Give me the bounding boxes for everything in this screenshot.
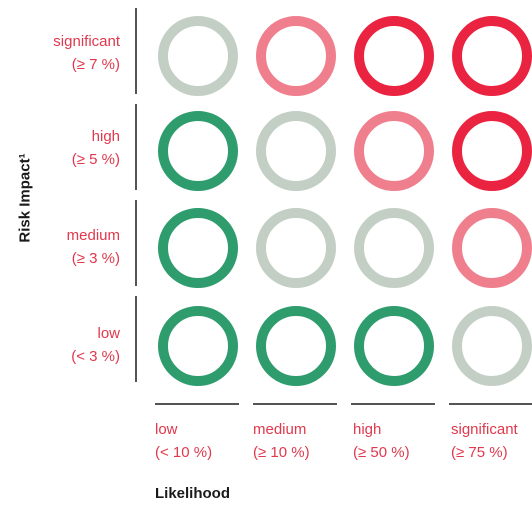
ring-high-significant <box>452 111 532 191</box>
row-label-significant: significant (≥ 7 %) <box>53 30 120 76</box>
row-label-range: (≥ 5 %) <box>71 151 120 168</box>
ring-low-significant <box>452 306 532 386</box>
col-label-range: (≥ 50 %) <box>353 444 410 461</box>
y-axis-divider <box>135 296 137 382</box>
col-label-significant: significant (≥ 75 %) <box>451 418 518 464</box>
ring-significant-low <box>158 16 238 96</box>
ring-significant-medium <box>256 16 336 96</box>
x-axis-divider <box>351 403 435 405</box>
row-label-range: (< 3 %) <box>71 348 120 365</box>
ring-low-high <box>354 306 434 386</box>
x-axis-title: Likelihood <box>155 485 230 502</box>
ring-high-medium <box>256 111 336 191</box>
ring-medium-high <box>354 208 434 288</box>
ring-medium-low <box>158 208 238 288</box>
ring-low-low <box>158 306 238 386</box>
col-label-medium: medium (≥ 10 %) <box>253 418 310 464</box>
col-label-name: significant <box>451 421 518 438</box>
y-axis-divider <box>135 200 137 286</box>
row-label-range: (≥ 7 %) <box>71 56 120 73</box>
ring-medium-significant <box>452 208 532 288</box>
ring-significant-significant <box>452 16 532 96</box>
y-axis-divider <box>135 104 137 190</box>
col-label-range: (≥ 75 %) <box>451 444 508 461</box>
row-label-medium: medium (≥ 3 %) <box>67 224 120 270</box>
y-axis-divider <box>135 8 137 94</box>
ring-significant-high <box>354 16 434 96</box>
row-label-name: significant <box>53 33 120 50</box>
col-label-name: high <box>353 421 382 438</box>
col-label-range: (≥ 10 %) <box>253 444 310 461</box>
x-axis-divider <box>449 403 532 405</box>
col-label-name: low <box>155 421 178 438</box>
col-label-low: low (< 10 %) <box>155 418 212 464</box>
row-label-range: (≥ 3 %) <box>71 250 120 267</box>
ring-medium-medium <box>256 208 336 288</box>
row-label-low: low (< 3 %) <box>71 322 120 368</box>
x-axis-divider <box>253 403 337 405</box>
row-label-name: medium <box>66 227 120 244</box>
row-label-name: low <box>97 325 120 342</box>
ring-low-medium <box>256 306 336 386</box>
row-label-high: high (≥ 5 %) <box>72 125 120 171</box>
ring-high-high <box>354 111 434 191</box>
col-label-name: medium <box>253 421 307 438</box>
col-label-high: high (≥ 50 %) <box>353 418 410 464</box>
y-axis-title-container: Risk Impact¹ <box>10 128 40 268</box>
row-label-name: high <box>91 128 120 145</box>
col-label-range: (< 10 %) <box>155 444 213 461</box>
y-axis-title: Risk Impact¹ <box>16 153 34 243</box>
ring-high-low <box>158 111 238 191</box>
x-axis-divider <box>155 403 239 405</box>
